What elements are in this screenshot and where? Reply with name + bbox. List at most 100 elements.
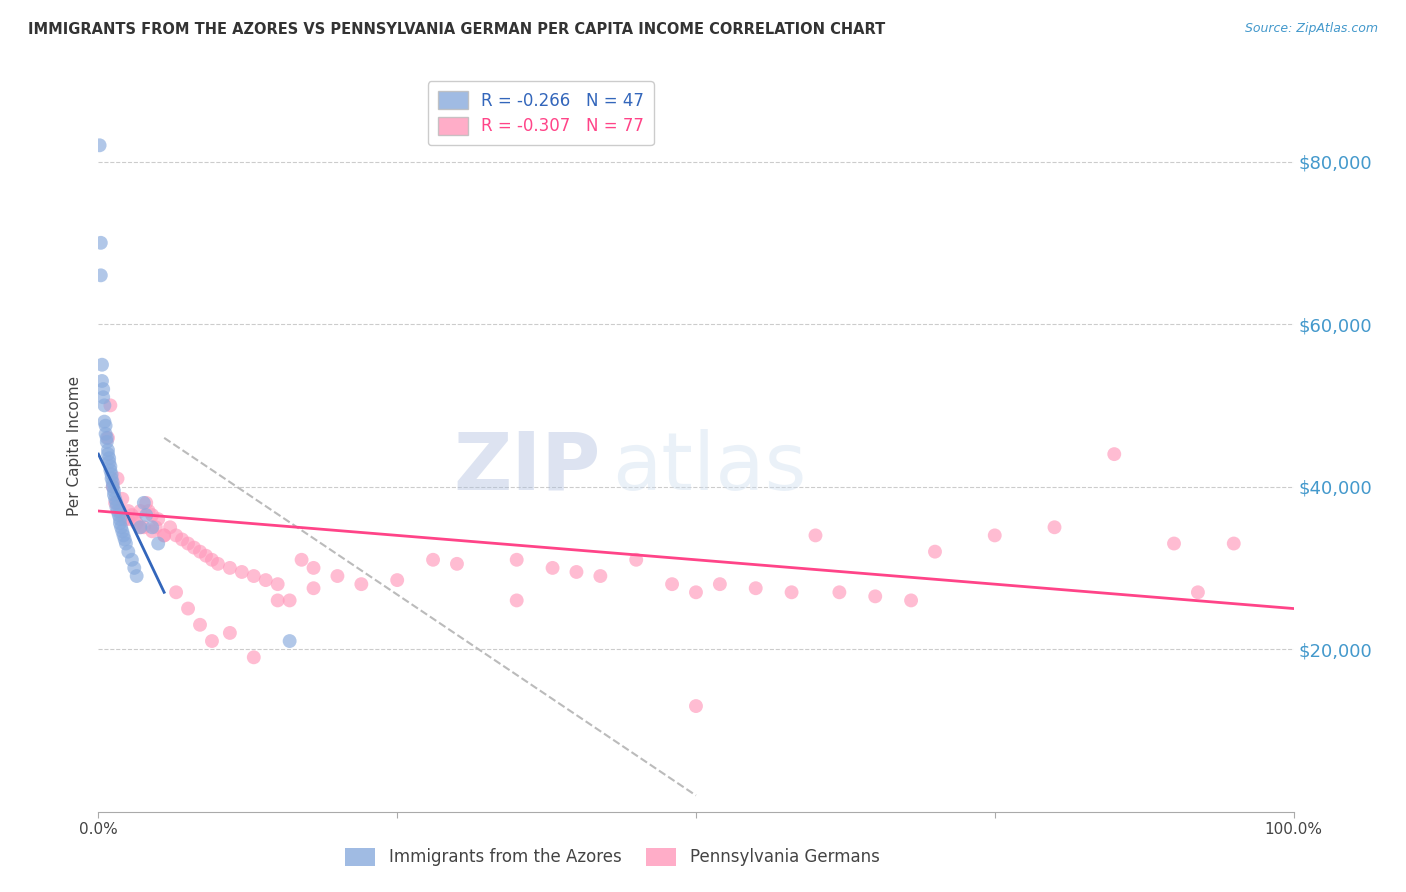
Point: [101, 480, 124, 494]
Point: [105, 496, 128, 510]
Point: [1102, 447, 1125, 461]
Point: [97, 447, 120, 461]
Point: [129, 504, 152, 518]
Point: [100, 471, 122, 485]
Legend: Immigrants from the Azores, Pennsylvania Germans: Immigrants from the Azores, Pennsylvania…: [339, 841, 886, 873]
Point: [541, 561, 564, 575]
Point: [1187, 585, 1209, 599]
Point: [780, 585, 803, 599]
Point: [104, 496, 127, 510]
Point: [924, 544, 946, 558]
Point: [98, 455, 121, 469]
Point: [506, 593, 529, 607]
Point: [626, 553, 648, 567]
Point: [207, 557, 229, 571]
Point: [125, 516, 148, 531]
Point: [141, 524, 163, 539]
Point: [506, 553, 529, 567]
Point: [183, 541, 205, 555]
Point: [135, 508, 157, 522]
Point: [326, 569, 349, 583]
Point: [278, 593, 301, 607]
Point: [125, 569, 148, 583]
Point: [302, 581, 325, 595]
Point: [141, 508, 163, 522]
Point: [267, 577, 290, 591]
Point: [188, 544, 211, 558]
Point: [745, 581, 768, 595]
Point: [350, 577, 373, 591]
Point: [177, 536, 200, 550]
Point: [132, 520, 155, 534]
Point: [159, 520, 181, 534]
Point: [291, 553, 314, 567]
Y-axis label: Per Capita Income: Per Capita Income: [67, 376, 83, 516]
Point: [124, 512, 146, 526]
Point: [132, 496, 155, 510]
Point: [863, 590, 887, 604]
Point: [900, 593, 922, 607]
Point: [153, 528, 176, 542]
Point: [91, 374, 114, 388]
Point: [101, 480, 124, 494]
Point: [446, 557, 468, 571]
Point: [94, 426, 117, 441]
Point: [172, 533, 194, 547]
Text: atlas: atlas: [613, 429, 807, 507]
Point: [111, 491, 134, 506]
Point: [141, 520, 163, 534]
Point: [90, 235, 112, 250]
Point: [117, 544, 139, 558]
Text: ZIP: ZIP: [453, 429, 600, 507]
Point: [138, 504, 160, 518]
Point: [565, 565, 588, 579]
Point: [93, 398, 115, 412]
Point: [254, 573, 277, 587]
Point: [685, 585, 707, 599]
Point: [121, 508, 143, 522]
Point: [117, 512, 139, 526]
Point: [1163, 536, 1185, 550]
Point: [91, 382, 114, 396]
Point: [101, 475, 124, 490]
Point: [1222, 536, 1246, 550]
Point: [302, 561, 325, 575]
Point: [107, 504, 129, 518]
Point: [685, 699, 707, 714]
Point: [709, 577, 731, 591]
Point: [165, 585, 187, 599]
Point: [219, 561, 242, 575]
Text: IMMIGRANTS FROM THE AZORES VS PENNSYLVANIA GERMAN PER CAPITA INCOME CORRELATION : IMMIGRANTS FROM THE AZORES VS PENNSYLVAN…: [28, 22, 886, 37]
Point: [135, 496, 157, 510]
Point: [828, 585, 851, 599]
Point: [94, 418, 117, 433]
Point: [201, 553, 224, 567]
Point: [98, 398, 122, 412]
Point: [115, 536, 138, 550]
Point: [103, 488, 125, 502]
Point: [145, 520, 167, 534]
Point: [105, 500, 128, 514]
Point: [104, 491, 127, 506]
Point: [97, 443, 120, 458]
Point: [112, 528, 135, 542]
Point: [108, 516, 131, 531]
Point: [97, 431, 120, 445]
Point: [422, 553, 444, 567]
Point: [661, 577, 683, 591]
Point: [108, 512, 131, 526]
Point: [804, 528, 827, 542]
Point: [96, 431, 118, 445]
Point: [117, 504, 139, 518]
Point: [91, 390, 114, 404]
Point: [385, 573, 409, 587]
Point: [96, 434, 118, 449]
Point: [153, 528, 176, 542]
Point: [98, 463, 122, 477]
Point: [110, 520, 132, 534]
Point: [107, 508, 129, 522]
Point: [98, 459, 122, 474]
Point: [121, 553, 143, 567]
Text: Source: ZipAtlas.com: Source: ZipAtlas.com: [1244, 22, 1378, 36]
Point: [194, 549, 218, 563]
